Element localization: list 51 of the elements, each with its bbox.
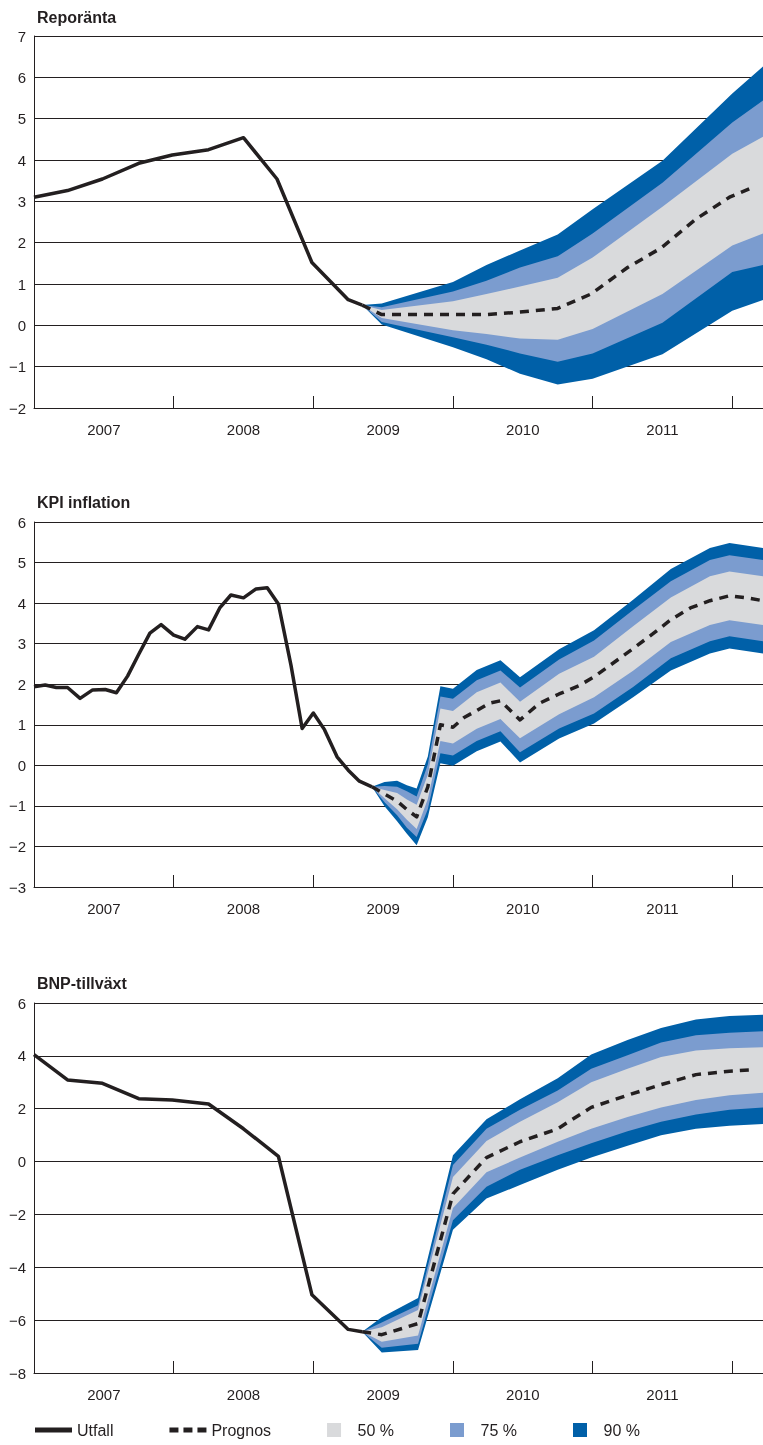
x-tick-label: 2008 — [226, 1386, 261, 1403]
x-tick-label: 2010 — [506, 900, 540, 917]
y-tick-label: 2 — [17, 1100, 26, 1118]
y-tick-label: −8 — [8, 1364, 26, 1382]
x-tick-label: 2009 — [366, 1386, 400, 1403]
legend-label: 75 % — [480, 1421, 517, 1439]
y-tick-label: −2 — [8, 837, 26, 855]
y-tick-label: 1 — [17, 275, 26, 293]
y-tick-label: −4 — [8, 1258, 26, 1276]
y-tick-label: 6 — [17, 68, 26, 86]
x-tick-label: 2009 — [366, 421, 400, 438]
y-tick-label: 6 — [17, 994, 26, 1012]
x-tick-label: 2008 — [226, 421, 261, 438]
chart-title: Reporänta — [37, 8, 117, 26]
y-tick-label: 1 — [17, 716, 26, 734]
legend-label: 90 % — [603, 1421, 640, 1439]
y-tick-label: −6 — [8, 1311, 26, 1329]
x-tick-label: 2011 — [646, 421, 679, 438]
y-tick-label: 4 — [17, 151, 26, 169]
y-tick-label: −3 — [8, 878, 26, 896]
y-tick-label: −2 — [8, 1205, 26, 1223]
x-tick-label: 2010 — [506, 421, 540, 438]
x-tick-label: 2007 — [87, 900, 121, 917]
y-tick-label: 7 — [17, 27, 26, 45]
y-tick-label: −1 — [8, 797, 26, 815]
y-tick-label: 2 — [17, 675, 26, 693]
y-tick-label: −2 — [8, 399, 26, 417]
x-tick-label: 2007 — [87, 421, 121, 438]
legend-label: 50 % — [357, 1421, 395, 1439]
y-tick-label: 3 — [17, 192, 26, 210]
x-tick-label: 2010 — [506, 1386, 540, 1403]
y-tick-label: 0 — [17, 756, 26, 774]
x-tick-label: 2007 — [87, 1386, 121, 1403]
y-tick-label: 5 — [17, 554, 26, 572]
y-tick-label: 0 — [17, 1153, 26, 1171]
chart-title: KPI inflation — [37, 493, 131, 511]
y-tick-label: −1 — [8, 358, 26, 376]
y-tick-label: 4 — [17, 594, 26, 612]
y-tick-label: 5 — [17, 110, 26, 128]
chart-title: BNP-tillväxt — [37, 974, 128, 992]
x-tick-label: 2011 — [646, 900, 679, 917]
x-tick-label: 2008 — [226, 900, 261, 917]
y-tick-label: 6 — [17, 513, 26, 531]
x-tick-label: 2011 — [646, 1386, 679, 1403]
legend-label: Utfall — [77, 1421, 114, 1439]
y-tick-label: 2 — [17, 234, 26, 252]
legend-label: Prognos — [211, 1421, 272, 1439]
y-tick-label: 0 — [17, 316, 26, 334]
x-tick-label: 2009 — [366, 900, 400, 917]
y-tick-label: 3 — [17, 635, 26, 653]
y-tick-label: 4 — [17, 1047, 26, 1065]
